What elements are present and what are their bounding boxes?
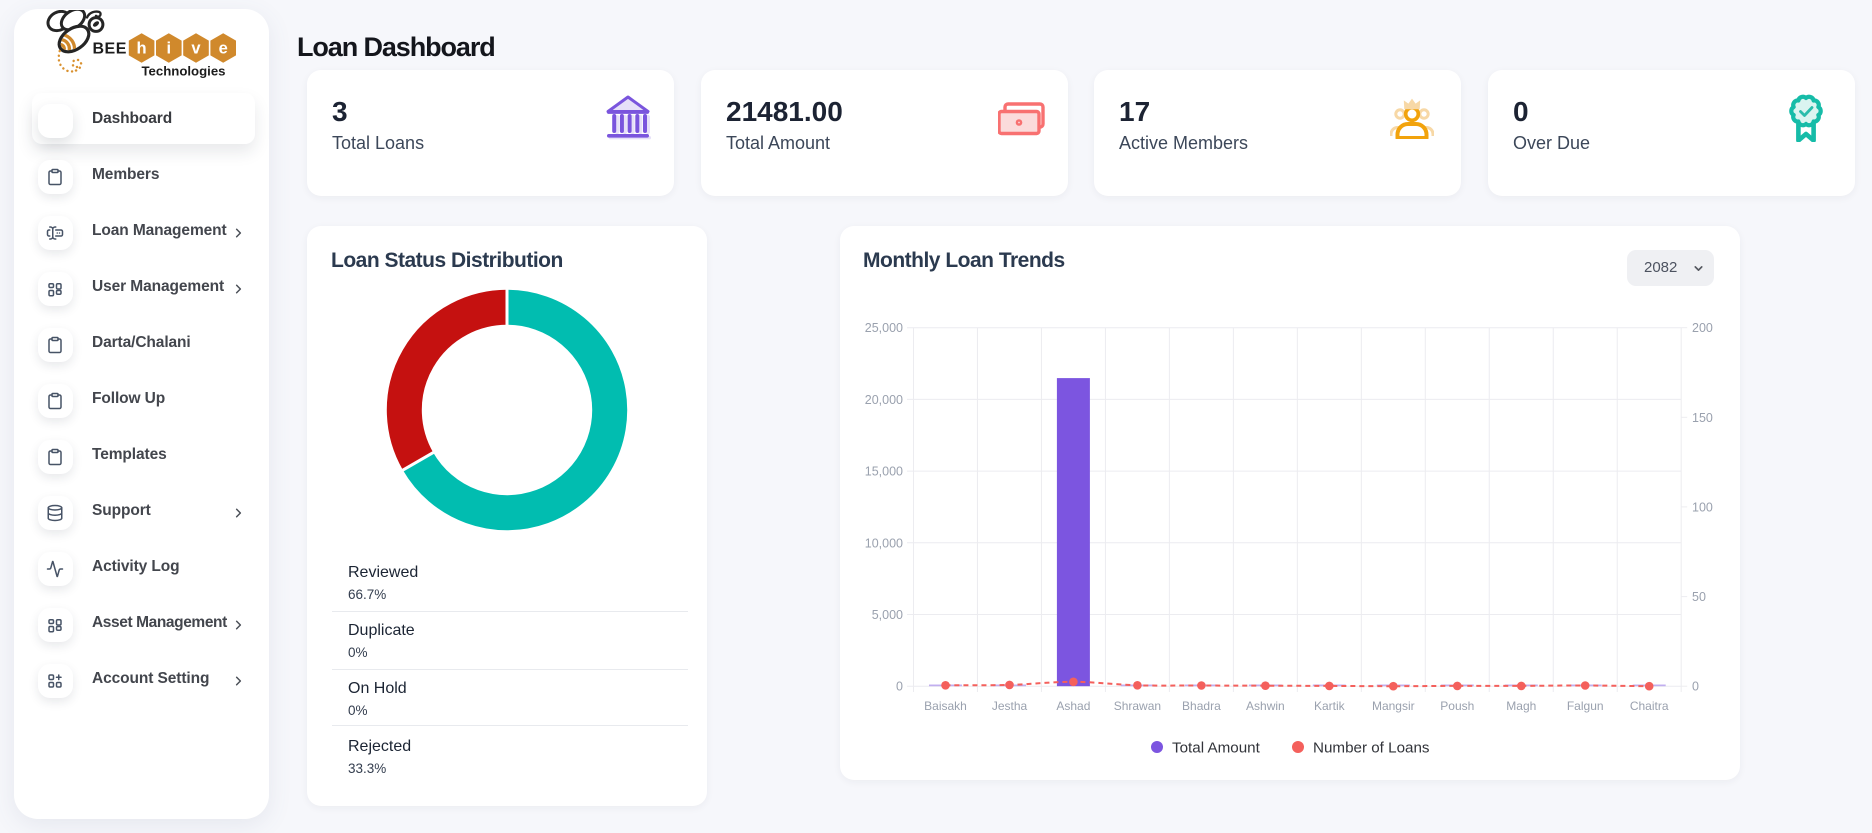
svg-text:Mangsir: Mangsir: [1372, 699, 1415, 713]
svg-text:h: h: [137, 40, 147, 58]
svg-text:20,000: 20,000: [865, 393, 903, 407]
svg-text:e: e: [219, 40, 228, 58]
svg-text:Kartik: Kartik: [1314, 699, 1346, 713]
svg-text:BEE: BEE: [93, 41, 127, 58]
svg-text:5,000: 5,000: [872, 608, 903, 622]
svg-text:0: 0: [896, 680, 903, 694]
svg-text:Shrawan: Shrawan: [1114, 699, 1161, 713]
svg-text:10,000: 10,000: [865, 536, 903, 550]
svg-text:Ashwin: Ashwin: [1246, 699, 1285, 713]
svg-text:Ashad: Ashad: [1056, 699, 1090, 713]
svg-text:0: 0: [1692, 680, 1699, 694]
svg-text:Number of Loans: Number of Loans: [1313, 740, 1430, 757]
svg-text:Technologies: Technologies: [141, 64, 225, 79]
svg-text:100: 100: [1692, 500, 1713, 514]
svg-text:Falgun: Falgun: [1567, 699, 1604, 713]
svg-text:25,000: 25,000: [865, 321, 903, 335]
svg-text:Bhadra: Bhadra: [1182, 699, 1221, 713]
svg-text:i: i: [167, 40, 172, 58]
svg-text:150: 150: [1692, 411, 1713, 425]
svg-text:Baisakh: Baisakh: [924, 699, 967, 713]
svg-text:Magh: Magh: [1506, 699, 1536, 713]
svg-text:50: 50: [1692, 590, 1706, 604]
svg-text:v: v: [191, 40, 201, 58]
svg-text:Chaitra: Chaitra: [1630, 699, 1669, 713]
svg-text:200: 200: [1692, 321, 1713, 335]
svg-text:Jestha: Jestha: [992, 699, 1028, 713]
svg-text:15,000: 15,000: [865, 465, 903, 479]
svg-text:Total Amount: Total Amount: [1172, 740, 1261, 757]
svg-text:Poush: Poush: [1440, 699, 1474, 713]
